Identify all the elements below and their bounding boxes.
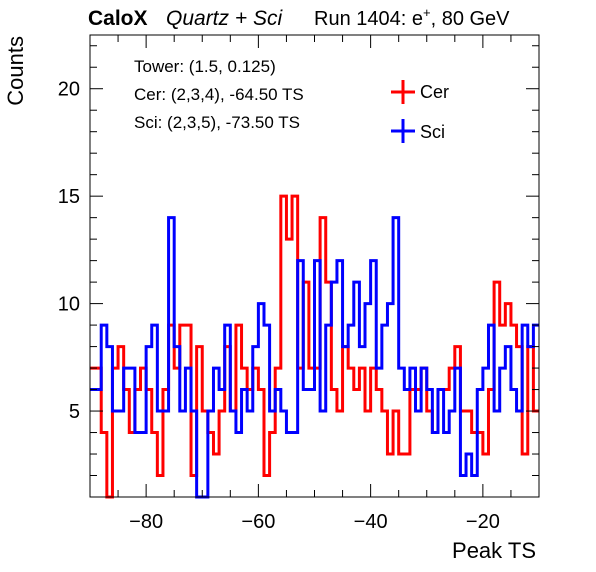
series-sci-line	[90, 216, 539, 499]
info-sci: Sci: (2,3,5), -73.50 TS	[134, 113, 300, 132]
x-tick-label: −60	[241, 511, 275, 533]
experiment-label: CaloX	[88, 7, 148, 30]
y-tick-label: 10	[58, 294, 80, 316]
y-tick-labels: 5 10 15 20	[58, 79, 80, 423]
x-tick-label: −20	[466, 511, 500, 533]
x-tick-label: −40	[354, 511, 388, 533]
run-prefix: Run 1404: e	[314, 8, 423, 30]
info-cer: Cer: (2,3,4), -64.50 TS	[134, 85, 304, 104]
detector-label: Quartz + Sci	[166, 7, 283, 30]
tick-layer	[89, 35, 540, 498]
legend-sci-label: Sci	[420, 122, 445, 142]
series-layer	[90, 194, 539, 499]
legend-sci-marker	[391, 119, 415, 143]
y-axis-title: Counts	[3, 36, 28, 106]
y-tick-label: 5	[69, 401, 80, 423]
run-label: Run 1404: e+, 80 GeV	[314, 5, 510, 30]
y-tick-label: 15	[58, 186, 80, 208]
run-suffix: , 80 GeV	[431, 8, 511, 30]
info-tower: Tower: (1.5, 0.125)	[134, 57, 276, 76]
x-tick-labels: −80 −60 −40 −20	[129, 511, 500, 533]
legend-cer-label: Cer	[420, 82, 449, 102]
legend-cer-marker	[391, 80, 415, 104]
legend: Cer Sci	[391, 80, 449, 143]
x-tick-label: −80	[129, 511, 163, 533]
y-tick-label: 20	[58, 79, 80, 101]
run-particle-charge: +	[423, 5, 431, 20]
x-axis-title: Peak TS	[452, 538, 536, 563]
